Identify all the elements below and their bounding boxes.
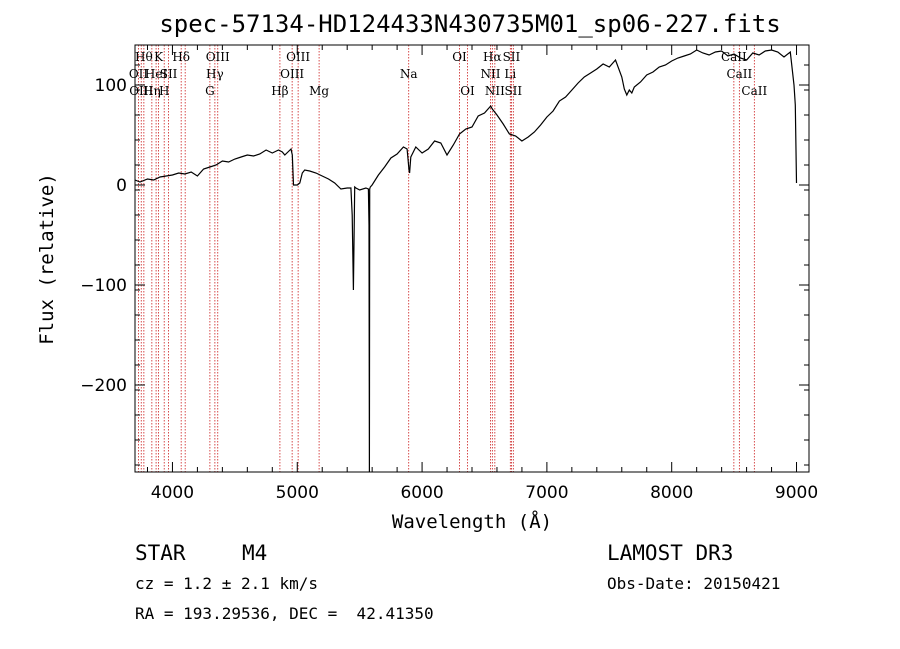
x-tick-label-3: 7000 [525,483,568,503]
emission-line-label-0: OII [129,67,149,81]
y-tick-label-2: 0 [116,176,127,196]
chart-title: spec-57134-HD124433N430735M01_sp06-227.f… [159,10,780,38]
x-tick-label-1: 5000 [276,483,319,503]
y-axis-label: Flux (relative) [36,173,58,345]
emission-line-label-16: Mg [309,84,329,98]
emission-line-label-20: NII [480,67,500,81]
observation-date: Obs-Date: 20150421 [607,574,780,593]
emission-line-label-19: OI [460,84,475,98]
emission-line-label-15: OIII [286,50,310,64]
emission-line-label-10: G [205,84,215,98]
emission-line-label-11: Hγ [206,67,224,81]
emission-line-label-5: K [154,50,164,64]
emission-line-label-23: Li [504,67,516,81]
y-tick-label-1: −100 [80,276,127,296]
plot-frame [134,44,810,473]
emission-line-label-4: HeI [145,67,168,81]
emission-line-label-26: CaII [721,50,747,64]
y-tick-label-0: −200 [80,376,127,396]
emission-line-label-6: H [159,84,169,98]
x-tick-label-2: 6000 [400,483,443,503]
x-tick-label-0: 4000 [151,483,194,503]
emission-line-label-22: NII [485,84,505,98]
axis-ticks [135,45,809,472]
x-tick-label-4: 8000 [650,483,693,503]
emission-line-label-27: CaII [726,67,752,81]
axis-tick-labels: 4000 5000 6000 7000 8000 9000 −200 −100 0 100 [80,76,818,503]
emission-line-label-28: CaII [741,84,767,98]
emission-line-label-18: OI [452,50,467,64]
redshift-velocity: cz = 1.2 ± 2.1 km/s [135,574,318,593]
emission-line-label-13: Hβ [271,84,288,98]
emission-line-label-8: Hδ [172,50,190,64]
emission-line-label-24: SII [503,50,521,64]
survey-name: LAMOST DR3 [607,541,733,565]
emission-line-label-25: SII [504,84,522,98]
emission-line-label-21: Hα [483,50,502,64]
emission-line-label-17: Na [400,67,418,81]
emission-line-labels: OIIOIIIHθHηHeIKHSIIHδGHγOIIIHβOIIIOIIIMg… [129,50,768,98]
coordinates: RA = 193.29536, DEC = 42.41350 [135,604,434,623]
x-axis-label: Wavelength (Å) [392,510,552,533]
object-class: STAR [135,541,186,565]
emission-line-markers [138,45,755,472]
spectrum-line [134,49,798,473]
emission-line-label-14: OIII [280,67,304,81]
emission-line-label-2: Hθ [135,50,153,64]
x-tick-label-5: 9000 [775,483,818,503]
object-subclass: M4 [242,541,267,565]
emission-line-label-12: OIII [206,50,230,64]
y-tick-label-3: 100 [95,76,127,96]
emission-line-label-3: Hη [143,84,161,98]
emission-line-label-7: SII [160,67,178,81]
